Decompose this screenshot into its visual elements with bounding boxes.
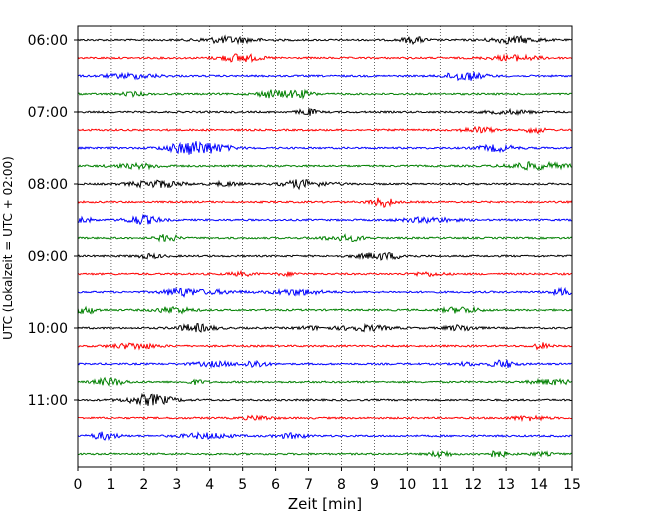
x-tick-label: 9 (370, 477, 379, 493)
y-tick-label: 11:00 (28, 393, 68, 409)
seismic-trace (77, 251, 573, 261)
seismic-trace (77, 34, 573, 46)
seismic-traces (77, 34, 573, 459)
x-tick-label: 14 (530, 477, 548, 493)
x-tick-label: 8 (337, 477, 346, 493)
seismic-trace (77, 392, 573, 407)
x-axis-ticks: 0 1 2 3 4 5 6 7 8 9 10 11 12 13 14 15 (74, 467, 581, 493)
seismic-trace (77, 179, 573, 191)
y-tick-label: 07:00 (28, 105, 68, 121)
seismic-trace (77, 414, 573, 423)
x-tick-label: 15 (563, 477, 581, 493)
seismic-trace (77, 305, 573, 315)
y-axis-ticks: 06:00 07:00 08:00 09:00 10:00 11:00 (28, 33, 78, 409)
seismic-trace (77, 213, 573, 226)
y-tick-label: 06:00 (28, 33, 68, 49)
y-tick-label: 09:00 (28, 249, 68, 265)
x-tick-label: 6 (271, 477, 280, 493)
x-tick-label: 0 (74, 477, 83, 493)
seismic-trace (77, 233, 573, 243)
x-tick-label: 12 (464, 477, 482, 493)
seismic-trace (77, 197, 573, 208)
x-tick-label: 5 (238, 477, 247, 493)
y-tick-label: 08:00 (28, 177, 68, 193)
x-tick-label: 4 (205, 477, 214, 493)
seismic-trace (77, 449, 573, 459)
seismic-trace (77, 160, 573, 171)
x-axis-title: Zeit [min] (288, 495, 362, 513)
seismic-trace (77, 342, 573, 351)
x-tick-label: 1 (106, 477, 115, 493)
seismic-trace (77, 71, 573, 82)
x-tick-label: 13 (497, 477, 515, 493)
seismic-trace (77, 376, 573, 387)
plot-frame (77, 25, 573, 468)
seismic-trace (77, 125, 573, 135)
seismic-trace (77, 359, 573, 369)
seismic-trace (77, 88, 573, 100)
x-tick-label: 7 (304, 477, 313, 493)
x-tick-label: 10 (398, 477, 416, 493)
seismic-trace (77, 286, 573, 298)
seismic-trace (77, 53, 573, 63)
y-tick-label: 10:00 (28, 321, 68, 337)
x-tick-label: 11 (431, 477, 449, 493)
seismic-trace (77, 431, 573, 441)
x-tick-label: 2 (139, 477, 148, 493)
seismic-trace (77, 269, 573, 278)
y-axis-title: UTC (Lokalzeit = UTC + 02:00) (1, 156, 15, 340)
seismic-trace (77, 322, 573, 333)
seismic-trace (77, 141, 573, 155)
x-tick-label: 3 (172, 477, 181, 493)
seismic-trace (77, 107, 573, 116)
